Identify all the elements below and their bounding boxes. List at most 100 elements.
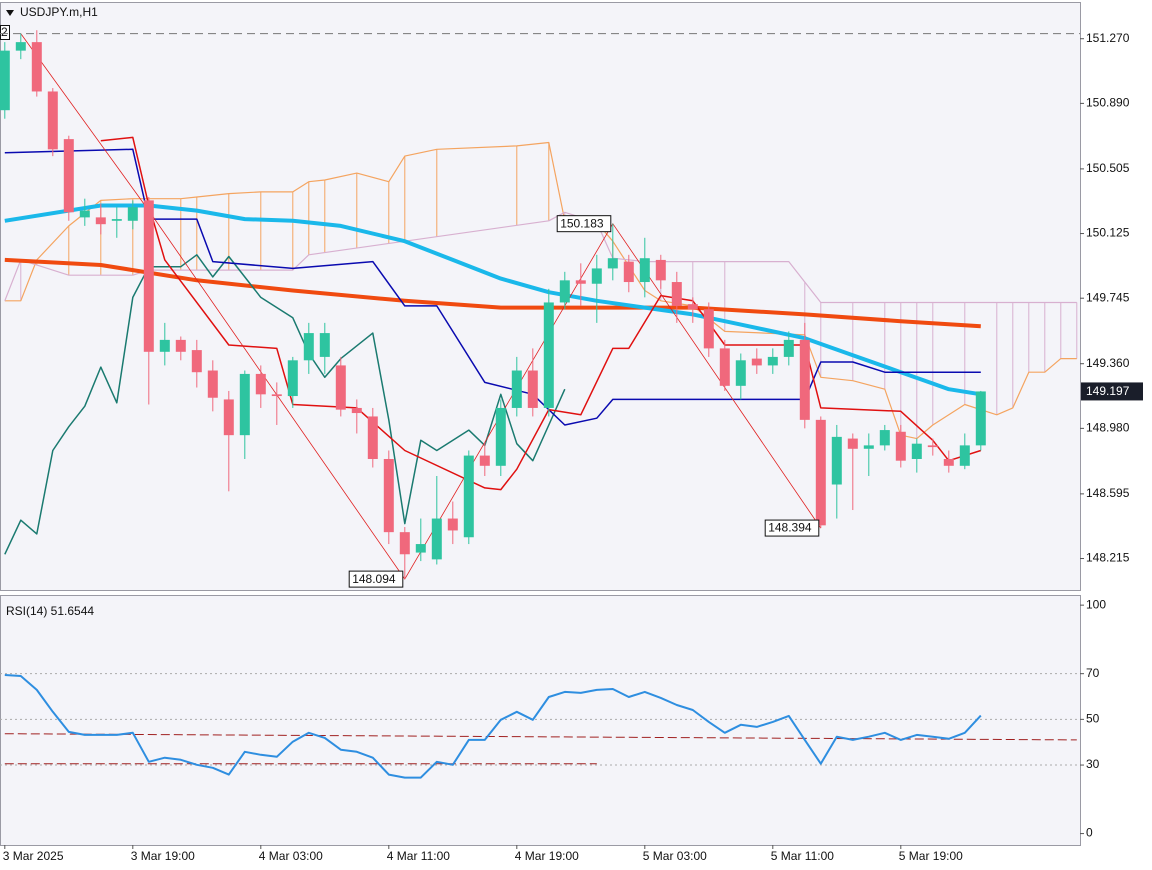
- candle-body: [79, 210, 90, 218]
- y-tick-label: 150.890: [1086, 96, 1130, 110]
- annotation-box: [0, 25, 10, 40]
- candle-body: [143, 200, 154, 352]
- candle-body: [495, 407, 506, 466]
- x-tick-label: 4 Mar 19:00: [515, 849, 579, 863]
- candle-body: [623, 261, 634, 283]
- x-tick-label: 4 Mar 03:00: [259, 849, 323, 863]
- candle-body: [607, 258, 618, 269]
- y-tick-label: 149.360: [1086, 356, 1130, 370]
- rsi-title: RSI(14) 51.6544: [6, 604, 94, 618]
- candle-body: [0, 50, 10, 111]
- chart-title: USDJPY.m,H1: [20, 5, 98, 19]
- rsi-line: [4, 674, 982, 779]
- x-tick-label: 5 Mar 11:00: [771, 849, 834, 863]
- y-tick-label: 150.125: [1086, 226, 1130, 240]
- candle-body: [223, 399, 234, 436]
- candle-body: [271, 394, 282, 397]
- y-tick-label: 70: [1086, 666, 1100, 680]
- candle-body: [591, 268, 602, 284]
- candle-body: [319, 333, 330, 357]
- x-tick-label: 5 Mar 19:00: [899, 849, 963, 863]
- x-tick-label: 3 Mar 19:00: [131, 849, 195, 863]
- candle-body: [799, 339, 810, 420]
- candle-body: [575, 280, 586, 284]
- candle-body: [367, 416, 378, 459]
- candle-body: [95, 217, 106, 225]
- candle-body: [543, 302, 554, 408]
- price-label-box: [348, 570, 404, 588]
- candle-body: [975, 391, 986, 446]
- price-label: 150.183: [560, 216, 604, 230]
- y-tick-label: 50: [1086, 712, 1100, 726]
- candle-body: [63, 139, 74, 213]
- candle-body: [303, 333, 314, 361]
- candle-body: [959, 445, 970, 466]
- candle-body: [895, 431, 906, 461]
- candle-body: [751, 358, 762, 366]
- y-tick-label: 0: [1086, 826, 1093, 840]
- indicator-line: [4, 211, 1077, 304]
- candle-body: [927, 445, 938, 448]
- candle-body: [447, 518, 458, 531]
- candle-body: [431, 518, 442, 560]
- candle-body: [255, 373, 266, 395]
- candle-body: [671, 282, 682, 306]
- y-tick-label: 100: [1086, 597, 1106, 611]
- x-tick-label: 4 Mar 11:00: [387, 849, 450, 863]
- y-tick-label: 148.595: [1086, 486, 1130, 500]
- indicator-line: [4, 257, 981, 329]
- candle-body: [383, 458, 394, 533]
- candle-body: [911, 443, 922, 459]
- indicator-line: [4, 148, 981, 426]
- candle-body: [943, 458, 954, 466]
- candle-body: [639, 258, 650, 283]
- candle-body: [191, 350, 202, 373]
- candle-body: [831, 436, 842, 485]
- candle-body: [687, 304, 698, 310]
- candle-body: [703, 309, 714, 349]
- y-tick-label: 149.745: [1086, 290, 1130, 304]
- y-tick-label: 148.980: [1086, 421, 1130, 435]
- candle-body: [111, 219, 122, 221]
- price-label: 148.394: [768, 521, 812, 535]
- candle-body: [31, 42, 42, 92]
- y-tick-label: 150.505: [1086, 161, 1130, 175]
- candle-body: [847, 438, 858, 449]
- candle-body: [159, 339, 170, 352]
- candle-body: [655, 259, 666, 281]
- candle-body: [719, 348, 730, 386]
- candle-body: [287, 360, 298, 397]
- candle-body: [415, 544, 426, 553]
- candle-body: [511, 370, 522, 408]
- candle-body: [463, 455, 474, 538]
- candle-body: [863, 445, 874, 449]
- candle-body: [559, 280, 570, 303]
- annotation: 2: [1, 25, 8, 39]
- y-tick-label: 30: [1086, 757, 1100, 771]
- y-tick-label: 151.270: [1086, 31, 1130, 45]
- candle-body: [335, 365, 346, 410]
- candle-body: [175, 339, 186, 352]
- rsi-panel: [0, 595, 1081, 846]
- candle-body: [127, 207, 138, 221]
- trend-line: [4, 733, 1077, 741]
- x-tick-label: 5 Mar 03:00: [643, 849, 707, 863]
- candle-body: [527, 370, 538, 408]
- y-tick-label: 148.215: [1086, 551, 1130, 565]
- candle-body: [399, 532, 410, 555]
- candle-body: [207, 370, 218, 398]
- candle-body: [15, 42, 26, 51]
- price-label-box: [764, 519, 820, 537]
- indicator-line: [4, 203, 982, 397]
- main-panel: [0, 2, 1081, 591]
- current-price: 149.197: [1086, 384, 1130, 398]
- candle-body: [783, 339, 794, 357]
- price-label: 148.094: [352, 572, 396, 586]
- candle-body: [239, 373, 250, 436]
- menu-triangle[interactable]: [6, 10, 14, 16]
- candle-body: [47, 91, 58, 150]
- price-label-box: [556, 215, 612, 233]
- candle-body: [767, 356, 778, 366]
